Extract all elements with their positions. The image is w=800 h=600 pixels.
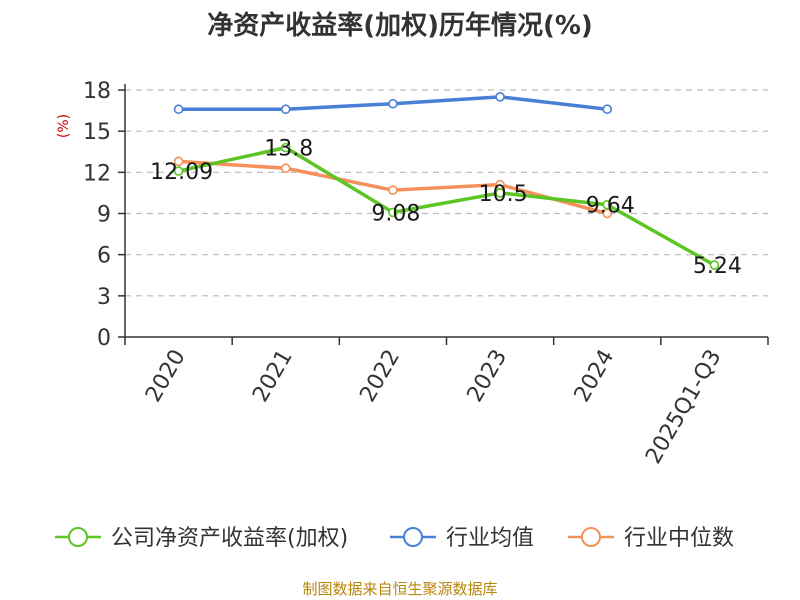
x-tick-label: 2025Q1-Q3 [641,346,726,469]
legend-marker [68,527,88,547]
data-label: 12.09 [150,160,213,185]
y-tick-label: 18 [83,79,111,104]
data-label: 10.5 [479,182,528,207]
y-tick-label: 3 [97,285,111,310]
y-tick-label: 0 [97,326,111,351]
y-tick-label: 6 [97,244,111,269]
legend-marker [581,527,601,547]
data-point [388,185,398,195]
y-tick-label: 9 [97,203,111,228]
x-tick-label: 2020 [141,346,191,407]
data-point [173,156,184,167]
data-label: 9.08 [371,201,420,226]
data-point [173,104,184,115]
data-point [280,104,291,115]
data-point [388,98,398,109]
data-label: 9.64 [586,194,635,219]
data-point [280,163,291,174]
data-label: 5.24 [693,254,742,279]
legend: 公司净资产收益率(加权) 行业均值 行业中位数 [55,526,734,551]
data-labels: 12.09 13.8 9.08 10.5 9.64 5.24 [150,137,742,279]
data-point [388,207,398,218]
y-tick-label: 12 [83,161,111,186]
series-line [178,145,716,267]
legend-label: 行业均值 [446,526,534,551]
x-tick-label: 2023 [463,346,513,407]
data-point [709,260,720,270]
legend-marker [403,527,423,547]
legend-label: 行业中位数 [624,526,734,551]
data-point [495,92,505,102]
legend-label: 公司净资产收益率(加权) [111,526,348,551]
x-tick-label: 2022 [355,346,405,407]
grid-lines [125,89,768,297]
data-point [495,188,505,198]
y-axis-label: (%) [56,114,72,138]
x-tick-label: 2021 [248,346,298,407]
data-point [280,142,291,153]
source-note: 制图数据来自恒生聚源数据库 [302,580,497,598]
data-point [602,104,613,115]
data-label: 13.8 [264,137,313,162]
y-tick-label: 15 [83,120,111,145]
series-lines [173,92,720,270]
x-tick-label: 2024 [570,346,620,407]
chart-title: 净资产收益率(加权)历年情况(%) [207,10,593,41]
data-point [602,199,613,210]
axes: 0 3 6 9 12 15 18 2020 2021 2022 2023 2024 2025Q1-Q3 [83,79,769,469]
data-point [173,166,184,176]
